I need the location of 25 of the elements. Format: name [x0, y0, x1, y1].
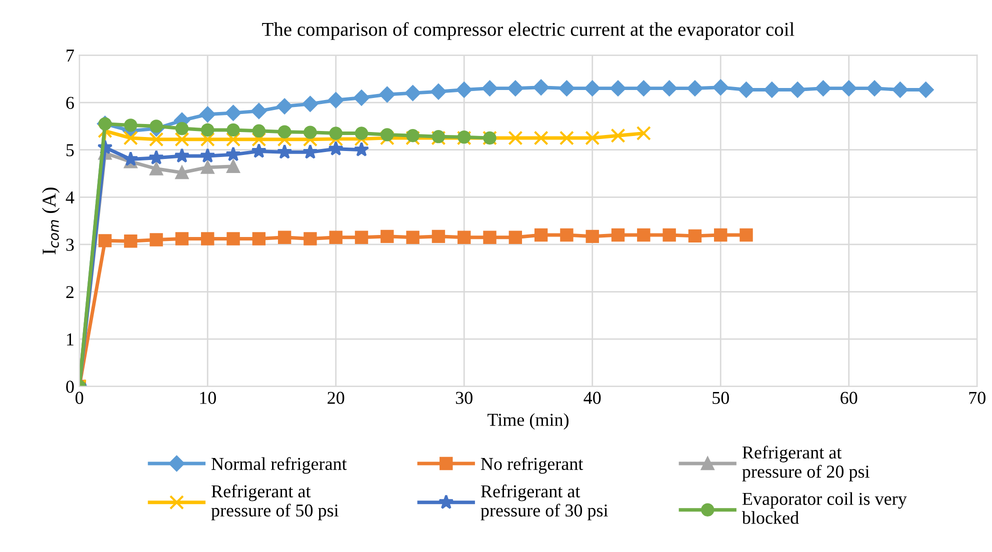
- x-tick-label: 10: [200, 392, 216, 404]
- x-tick-label: 20: [328, 392, 344, 404]
- y-tick-label: 3: [66, 238, 74, 251]
- y-tick-label: 7: [66, 50, 74, 62]
- legend-label: Evaporator coil is very blocked: [742, 492, 907, 524]
- y-axis-title: I$_{com}$ (A): [42, 188, 60, 254]
- x-axis-title: Time (min): [488, 413, 568, 430]
- legend-label: Normal refrigerant: [212, 457, 347, 474]
- x-tick-label: 30: [456, 392, 472, 404]
- chart-title: The comparison of compressor electric current at the evaporator coil: [262, 22, 794, 40]
- legend-label: Refrigerant at pressure of 50 psi: [211, 484, 339, 520]
- x-tick-label: 0: [76, 392, 84, 404]
- y-tick-label: 4: [66, 192, 74, 204]
- x-tick-label: 70: [969, 392, 986, 404]
- y-tick-label: 6: [66, 96, 74, 109]
- y-tick-label: 0: [66, 380, 74, 393]
- y-tick-label: 2: [66, 286, 74, 298]
- x-tick-label: 40: [584, 392, 601, 404]
- x-tick-label: 60: [840, 392, 858, 404]
- y-tick-label: 1: [67, 333, 74, 346]
- legend-label: Refrigerant at pressure of 20 psi: [742, 446, 870, 482]
- legend-label: No refrigerant: [480, 457, 584, 474]
- x-tick-label: 50: [712, 392, 729, 404]
- y-tick-label: 5: [66, 144, 74, 156]
- legend-label: Refrigerant at pressure of 30 psi: [480, 484, 608, 520]
